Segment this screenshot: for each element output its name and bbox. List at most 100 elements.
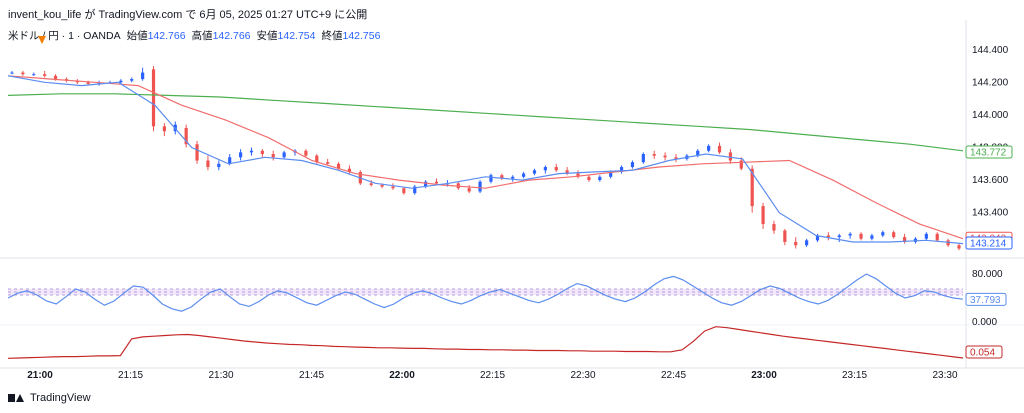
candle-body: [173, 124, 177, 132]
candle-body: [456, 183, 460, 189]
candle-body: [413, 186, 417, 194]
candle-body: [772, 224, 776, 231]
time-tick-label: 23:30: [932, 370, 957, 381]
price-tick-label: 144.200: [972, 77, 1009, 88]
candle-body: [238, 152, 243, 158]
candle-body: [445, 183, 450, 185]
candle-body: [576, 173, 580, 177]
oscillator-line: [7, 273, 964, 312]
candle-body: [913, 238, 918, 242]
candle-body: [924, 233, 928, 239]
close-value: 142.756: [342, 29, 381, 42]
candle-body: [391, 186, 395, 189]
candle-body: [837, 235, 841, 238]
candle-body: [826, 235, 830, 238]
ma-mid-line: [7, 75, 964, 240]
candle-body: [685, 155, 689, 159]
time-tick-label: 21:15: [118, 370, 143, 381]
ohlc-legend: 米ドル / 円 · 1 · OANDA 始値 142.766 高値 142.766 …: [8, 28, 386, 43]
candle-body: [43, 74, 47, 76]
time-tick-label: 22:00: [389, 370, 415, 381]
price-badge: [965, 145, 1013, 159]
time-tick-label: 23:00: [751, 370, 777, 381]
candle-body: [282, 152, 286, 158]
candle-body: [511, 176, 515, 179]
osc-tick-label: 80.000: [972, 269, 1003, 280]
candle-body: [217, 163, 221, 168]
open-value: 142.766: [147, 29, 186, 42]
time-tick-label: 21:45: [299, 370, 324, 381]
candle-body: [151, 69, 156, 127]
candle-body: [761, 206, 765, 225]
candle-body: [402, 188, 406, 194]
candle-body: [206, 160, 210, 168]
time-tick-label: 22:45: [661, 370, 686, 381]
candle-body: [489, 175, 493, 182]
candle-body: [162, 126, 166, 132]
candle-body: [619, 167, 624, 172]
candle-body: [119, 80, 123, 83]
candle-body: [108, 82, 112, 84]
candle-body: [696, 150, 700, 156]
lower-badge-label: 0.054: [970, 347, 995, 358]
price-badge-label: 143.772: [970, 148, 1007, 159]
time-tick-label: 21:30: [208, 370, 233, 381]
high-label: 高値: [191, 30, 213, 42]
candle-body: [315, 155, 319, 163]
candle-body: [228, 157, 232, 164]
candle-body: [881, 232, 885, 236]
candle-body: [750, 168, 754, 207]
candle-body: [728, 152, 733, 161]
candle-body: [358, 171, 362, 184]
price-tick-label: 143.600: [972, 175, 1009, 186]
candle-body: [870, 235, 874, 239]
candle-body: [554, 167, 558, 171]
candle-body: [293, 150, 297, 153]
candle-body: [64, 79, 69, 81]
price-tick-label: 143.800: [972, 143, 1009, 154]
candle-body: [783, 230, 787, 242]
candle-body: [130, 79, 134, 81]
candle-body: [271, 154, 275, 158]
candle-body: [674, 157, 678, 159]
candle-body: [326, 162, 330, 164]
candle-body: [815, 235, 820, 241]
candle-body: [336, 163, 341, 169]
candle-body: [434, 181, 439, 184]
high-value: 142.766: [212, 29, 251, 42]
candle-body: [652, 154, 656, 156]
candle-body: [663, 155, 667, 158]
price-tick-label: 144.000: [972, 110, 1009, 121]
candle-body: [892, 232, 896, 238]
price-badge-label: 143.243: [970, 234, 1007, 245]
candle-body: [21, 72, 25, 75]
candle-body: [184, 127, 188, 145]
candle-body: [805, 240, 809, 246]
low-label: 安値: [256, 30, 278, 42]
time-tick-label: 23:15: [842, 370, 867, 381]
candle-body: [424, 181, 428, 187]
candle-body: [859, 233, 863, 239]
open-label: 始値: [126, 30, 148, 42]
time-tick-label: 22:15: [480, 370, 505, 381]
ma-slow-line: [7, 93, 964, 152]
candle-body: [141, 72, 145, 80]
candle-body: [717, 145, 722, 153]
candle-body: [304, 150, 308, 156]
osc-badge: [965, 292, 1007, 306]
candle-body: [902, 237, 907, 242]
candle-body: [97, 82, 101, 84]
osc-tick-label: 0.000: [972, 317, 997, 328]
publish-title: invent_kou_life が TradingView.com で 6月 0…: [8, 9, 368, 21]
brand-text: TradingView: [30, 392, 91, 404]
price-badge: [965, 236, 1013, 250]
candle-body: [500, 175, 504, 179]
price-badge: [965, 231, 1013, 245]
candle-body: [467, 188, 471, 192]
candle-body: [587, 176, 591, 181]
candle-body: [946, 240, 950, 246]
candle-body: [630, 162, 635, 168]
footer-brand: TradingView: [8, 392, 91, 404]
symbol-label[interactable]: 米ドル / 円 · 1 · OANDA: [8, 30, 121, 42]
